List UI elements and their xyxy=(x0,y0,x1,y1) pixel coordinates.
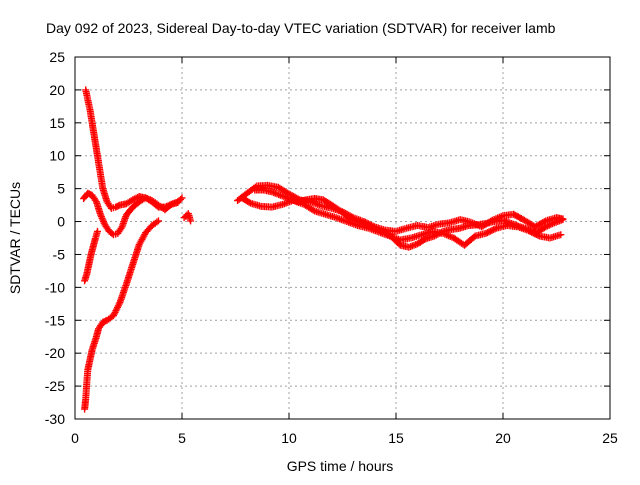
data-point-track-7 xyxy=(557,231,565,239)
x-tick-label: 20 xyxy=(495,430,511,446)
data-point-track-2 xyxy=(97,211,105,219)
y-tick-label: 10 xyxy=(49,148,65,164)
data-point-track-4 xyxy=(155,217,162,225)
y-tick-label: 0 xyxy=(57,214,65,230)
y-tick-label: -30 xyxy=(45,411,65,427)
data-point-track-4 xyxy=(110,310,118,318)
data-point-track-6 xyxy=(511,211,519,219)
data-point-track-7 xyxy=(483,229,491,237)
x-tick-label: 15 xyxy=(388,430,404,446)
y-axis-label: SDTVAR / TECUs xyxy=(7,182,23,294)
data-point-track-7 xyxy=(485,228,493,236)
data-point-track-8 xyxy=(421,236,428,243)
plot-frame xyxy=(74,56,611,420)
data-point-track-7 xyxy=(309,206,317,214)
data-point-track-2 xyxy=(174,198,182,206)
y-tick-label: 25 xyxy=(49,49,65,65)
chart-title: Day 092 of 2023, Sidereal Day-to-day VTE… xyxy=(46,20,556,36)
data-point-track-7 xyxy=(488,226,496,234)
data-point-track-7 xyxy=(491,225,499,233)
data-point-track-7 xyxy=(490,226,497,234)
data-point-track-1 xyxy=(178,194,186,202)
grid-lines xyxy=(75,57,610,419)
data-point-track-2 xyxy=(98,214,106,222)
y-tick-label: 20 xyxy=(49,82,65,98)
x-tick-label: 10 xyxy=(281,430,297,446)
data-point-track-7 xyxy=(245,198,253,206)
data-point-track-4 xyxy=(115,300,123,308)
series-track-8 xyxy=(251,186,567,251)
data-points xyxy=(80,86,567,413)
y-tick-label: -10 xyxy=(45,279,65,295)
data-point-track-8 xyxy=(559,216,567,224)
series-track-2 xyxy=(80,189,182,239)
y-tick-label: -25 xyxy=(45,378,65,394)
series-track-3 xyxy=(81,227,101,285)
data-point-track-4 xyxy=(153,218,161,226)
data-point-track-3 xyxy=(94,227,101,235)
data-point-track-1 xyxy=(129,196,137,204)
series-track-5 xyxy=(180,210,195,225)
x-tick-label: 25 xyxy=(602,430,618,446)
x-tick-label: 5 xyxy=(178,430,186,446)
axis-ticks: -30 -25 -20 -15 -10 -5 0 5 10 15 20 25 0 5 10 15 20 25 xyxy=(45,49,618,446)
data-point-track-4 xyxy=(114,303,121,311)
y-tick-label: 15 xyxy=(49,115,65,131)
y-tick-label: 5 xyxy=(57,181,65,197)
data-point-track-4 xyxy=(112,307,120,315)
x-tick-label: 0 xyxy=(71,430,79,446)
y-tick-label: -5 xyxy=(53,246,66,262)
data-point-track-2 xyxy=(91,196,99,204)
series-track-4 xyxy=(81,217,162,413)
y-tick-label: -15 xyxy=(45,312,65,328)
y-tick-label: -20 xyxy=(45,345,65,361)
x-axis-label: GPS time / hours xyxy=(287,458,394,474)
data-point-track-7 xyxy=(470,233,478,241)
data-point-track-5 xyxy=(187,217,195,225)
data-point-track-6 xyxy=(540,218,548,226)
data-point-track-1 xyxy=(130,195,138,203)
